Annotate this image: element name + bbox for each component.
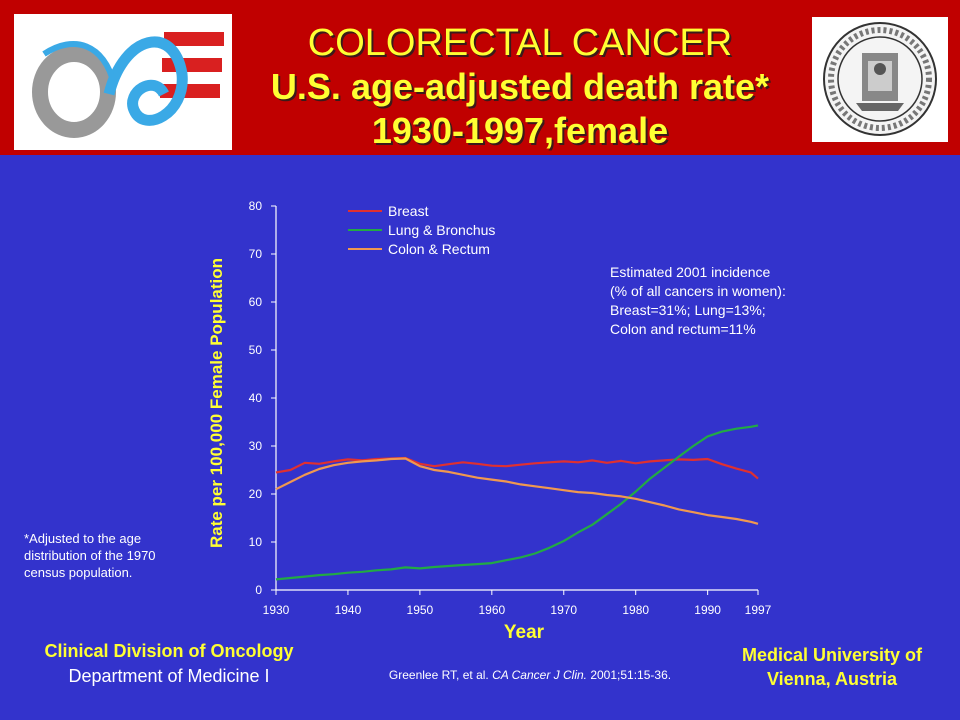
legend-label-colon-rectum: Colon & Rectum — [388, 241, 490, 257]
x-tick-label: 1960 — [478, 603, 505, 617]
oncology-logo — [14, 14, 232, 150]
clinical-division-label: Clinical Division of Oncology — [44, 641, 294, 661]
citation-journal: CA Cancer J Clin. — [492, 668, 587, 682]
x-tick-label: 1997 — [745, 603, 772, 617]
y-tick-label: 50 — [249, 343, 263, 357]
annotation-line-1: Estimated 2001 incidence — [610, 264, 771, 280]
annotation-line-4: Colon and rectum=11% — [610, 321, 756, 337]
series-line-lung-bronchus — [275, 424, 759, 581]
title-line-2: U.S. age-adjusted death rate* — [270, 66, 770, 107]
x-tick-label: 1950 — [407, 603, 434, 617]
y-tick-label: 60 — [249, 295, 263, 309]
oncology-logo-icon — [32, 32, 224, 138]
y-tick-label: 20 — [249, 487, 263, 501]
x-tick-label: 1990 — [694, 603, 721, 617]
citation-authors: Greenlee RT, et al. — [388, 668, 493, 682]
y-tick-label: 70 — [249, 247, 263, 261]
y-axis-title: Rate per 100,000 Female Population — [207, 258, 226, 548]
seal-icon — [823, 22, 937, 136]
title-line-1: COLORECTAL CANCER — [307, 22, 733, 64]
legend-label-lung-bronchus: Lung & Bronchus — [388, 222, 495, 238]
citation-volume: 2001;51:15-36. — [587, 668, 672, 682]
department-label: Department of Medicine I — [68, 666, 270, 686]
footnote-line-2: distribution of the 1970 — [24, 548, 156, 563]
y-tick-label: 0 — [255, 583, 262, 597]
citation: Greenlee RT, et al. CA Cancer J Clin. 20… — [340, 668, 720, 682]
title-line-3: 1930-1997,female — [371, 110, 669, 151]
series-line-colon-rectum — [275, 457, 759, 525]
age-adjust-footnote: *Adjusted to the age distribution of the… — [24, 530, 156, 581]
x-axis-title: Year — [504, 622, 545, 643]
footnote-line-1: *Adjusted to the age — [24, 531, 142, 546]
y-tick-label: 10 — [249, 535, 263, 549]
series-line-breast — [275, 456, 759, 480]
footnote-line-3: census population. — [24, 565, 133, 580]
legend-label-breast: Breast — [388, 203, 429, 219]
incidence-annotation: Estimated 2001 incidence (% of all cance… — [610, 263, 786, 339]
university-name-line-2: Vienna, Austria — [766, 669, 898, 689]
x-tick-label: 1970 — [550, 603, 577, 617]
x-tick-label: 1980 — [622, 603, 649, 617]
header-banner: COLORECTAL CANCER U.S. age-adjusted deat… — [0, 0, 960, 155]
annotation-line-3: Breast=31%; Lung=13%; — [610, 302, 766, 318]
y-tick-label: 30 — [249, 439, 263, 453]
y-tick-label: 40 — [249, 391, 263, 405]
university-seal — [812, 17, 948, 142]
y-tick-label: 80 — [249, 199, 263, 213]
university-name-line-1: Medical University of — [741, 645, 923, 665]
x-tick-label: 1930 — [263, 603, 290, 617]
x-tick-label: 1940 — [335, 603, 362, 617]
annotation-line-2: (% of all cancers in women): — [610, 283, 786, 299]
